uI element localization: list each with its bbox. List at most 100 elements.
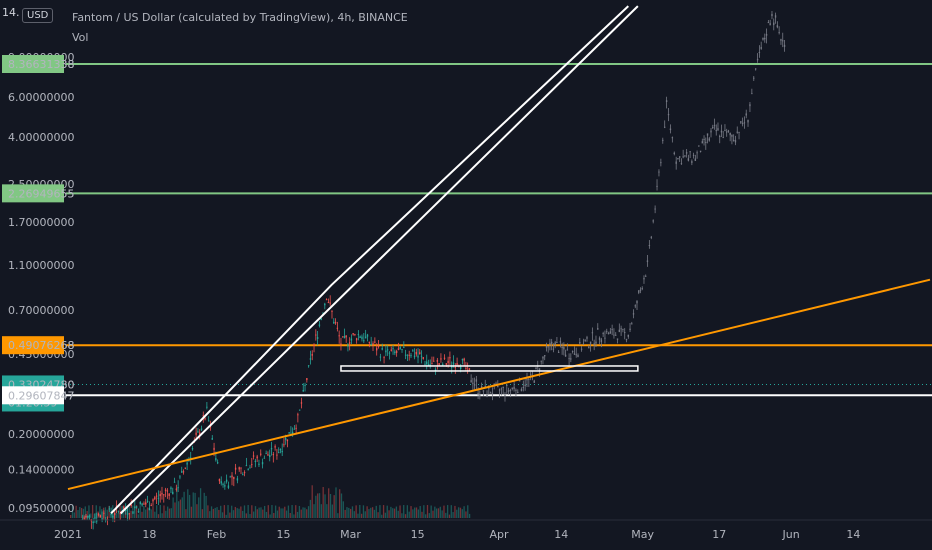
chart-title: Fantom / US Dollar (calculated by Tradin… [72,11,408,24]
candle-body [227,485,230,488]
volume-bar [223,505,226,518]
candle-body [392,348,394,350]
volume-bar [379,505,381,518]
volume-bar [274,505,277,518]
candle-body [727,130,730,132]
candle-body [306,378,308,381]
x-tick-label: 2021 [54,528,82,541]
candle-body [361,336,363,340]
volume-bar [465,511,467,518]
candle-body [454,366,457,368]
candle-body [252,455,255,457]
candle-body [276,454,278,456]
x-tick-label: Jun [782,528,800,541]
volume-bar [443,505,445,518]
volume-bar [285,510,288,518]
candles [81,11,786,530]
volume-bar [436,508,438,518]
candle-body [260,453,262,455]
candle-body [283,444,285,446]
candle-body [333,321,335,324]
candle-body [438,363,440,366]
candle-body [415,352,417,355]
volume-bar [348,507,350,518]
candle-body [286,439,289,442]
candle-body [538,368,541,371]
candle-body [624,332,626,334]
candle-body [433,360,435,362]
volume-bar [425,514,427,518]
candle-body [236,478,239,481]
y-tick-label: 1.70000000 [8,216,74,229]
currency-button[interactable]: USD [22,8,54,23]
volume-bar [309,499,312,518]
volume-bar [88,505,90,518]
candle-body [355,338,358,341]
volume-bar [139,505,141,518]
price-label-text: 8.36631338 [8,58,74,71]
candle-body [99,515,102,518]
candle-body [691,161,693,163]
candle-body [573,353,576,355]
volume-bar [216,507,218,518]
volume-bar [362,505,365,518]
volume-bar [71,505,74,518]
candle-body [452,362,455,365]
candle-body [263,457,266,459]
volume-bar [406,505,409,518]
volume-bar [282,508,284,518]
candle-body [329,302,331,304]
candle-body [242,474,244,476]
candle-body [302,389,304,392]
volume-bar [337,513,339,518]
price-label-text: 0.49076268 [8,339,74,352]
candle-body [566,349,569,351]
volume-bar [296,511,299,518]
candle-body [773,22,775,26]
volume-bar [90,513,92,518]
candle-body [134,506,136,509]
volume-bar [273,512,275,518]
volume-bar [284,506,286,518]
volume-bar [293,514,295,518]
volume-bar [313,504,315,518]
candle-body [348,342,351,344]
candle-body [544,355,546,357]
candle-body [509,389,512,392]
candle-body [588,346,590,349]
volume-bar [335,487,337,518]
volume-bar [245,513,247,518]
volume-bar [360,513,363,518]
candle-body [753,77,755,79]
candle-body [327,301,330,303]
candle-body [627,334,629,337]
candle-body [112,515,114,518]
candle-body [394,351,396,354]
volume-bar [377,512,379,518]
volume-bar [452,512,454,518]
candle-body [654,208,656,210]
candle-body [758,51,761,53]
trendline-orange-support [67,278,931,491]
volume-bar [174,502,176,518]
candle-body [419,352,421,355]
volume-bar [280,508,282,518]
candle-body [549,343,551,345]
candle-body [288,432,290,434]
candle-body [368,341,371,343]
candle-body [366,334,369,337]
candle-body [318,324,321,327]
volume-bar [194,492,196,518]
volume-bar [256,509,258,518]
price-label-badge [2,55,64,73]
candle-body [249,467,251,469]
candle-body [542,356,544,359]
candle-body [247,469,249,471]
candle-body [399,347,401,350]
candle-body [524,384,526,387]
candle-body [240,467,242,469]
candle-body [207,420,210,422]
volume-bar [106,509,108,518]
volume-bar [333,495,335,518]
